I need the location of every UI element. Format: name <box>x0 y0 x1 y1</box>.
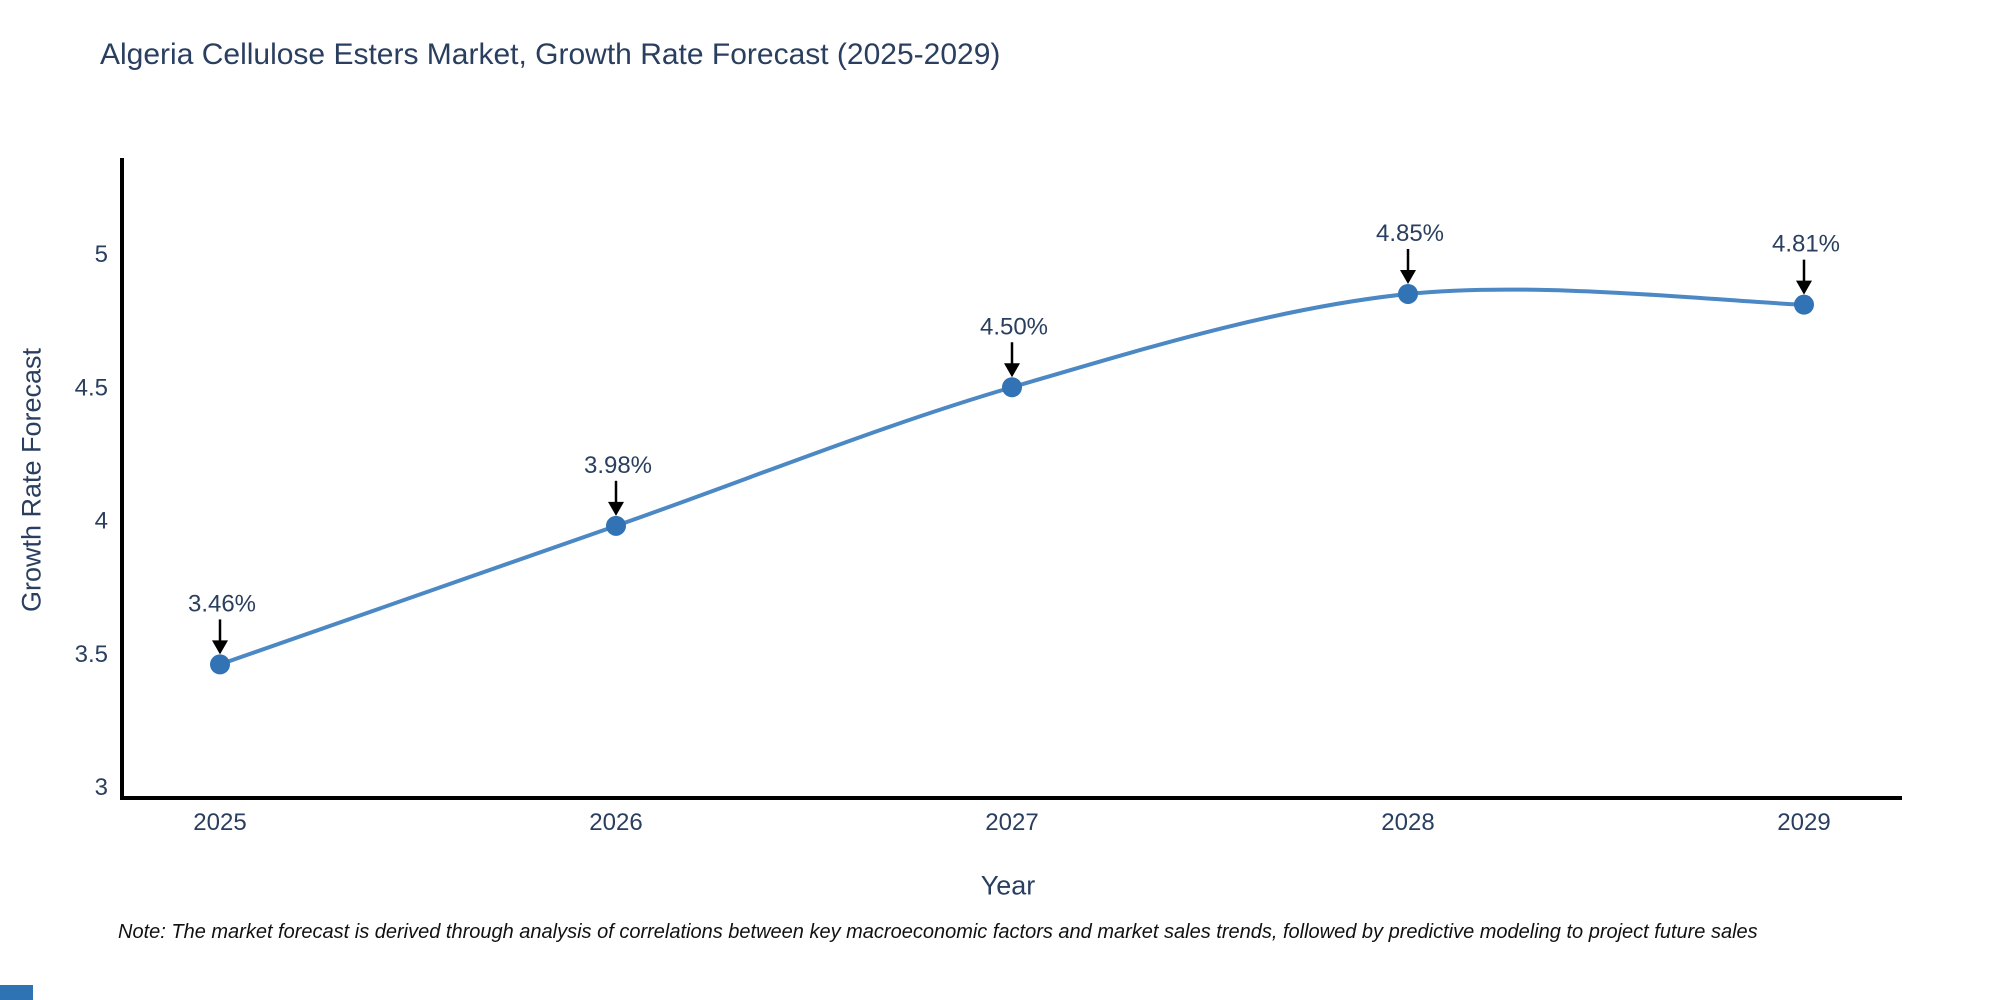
y-tick-label: 4.5 <box>75 374 108 401</box>
data-point-2028 <box>1398 283 1418 304</box>
annotation-arrow-head <box>1400 269 1416 284</box>
y-tick-label: 3.5 <box>75 641 108 668</box>
annotation-arrow-head <box>1796 280 1812 295</box>
x-tick-label: 2029 <box>1777 809 1830 836</box>
point-value-label: 3.98% <box>584 452 652 479</box>
data-point-2026 <box>606 515 626 536</box>
point-value-label: 3.46% <box>188 590 256 617</box>
data-point-2025 <box>210 654 230 675</box>
point-value-label: 4.85% <box>1376 220 1444 247</box>
data-point-2027 <box>1002 377 1022 398</box>
x-tick-label: 2026 <box>589 809 642 836</box>
annotation-arrow-head <box>1004 363 1020 378</box>
x-tick-label: 2025 <box>193 809 246 836</box>
page-edge-artifact <box>0 985 33 1000</box>
y-tick-label: 3 <box>95 774 108 801</box>
chart-title: Algeria Cellulose Esters Market, Growth … <box>100 38 1001 71</box>
annotation-arrow-head <box>608 501 624 516</box>
annotation-arrow-head <box>212 640 228 655</box>
point-value-label: 4.50% <box>980 313 1048 340</box>
x-tick-label: 2028 <box>1381 809 1434 836</box>
data-point-2029 <box>1794 294 1814 315</box>
forecast-note: Note: The market forecast is derived thr… <box>118 921 1758 943</box>
x-axis-title: Year <box>980 870 1036 901</box>
x-tick-label: 2027 <box>985 809 1038 836</box>
y-tick-label: 4 <box>95 508 108 535</box>
point-value-label: 4.81% <box>1772 231 1840 258</box>
y-tick-label: 5 <box>95 241 108 268</box>
